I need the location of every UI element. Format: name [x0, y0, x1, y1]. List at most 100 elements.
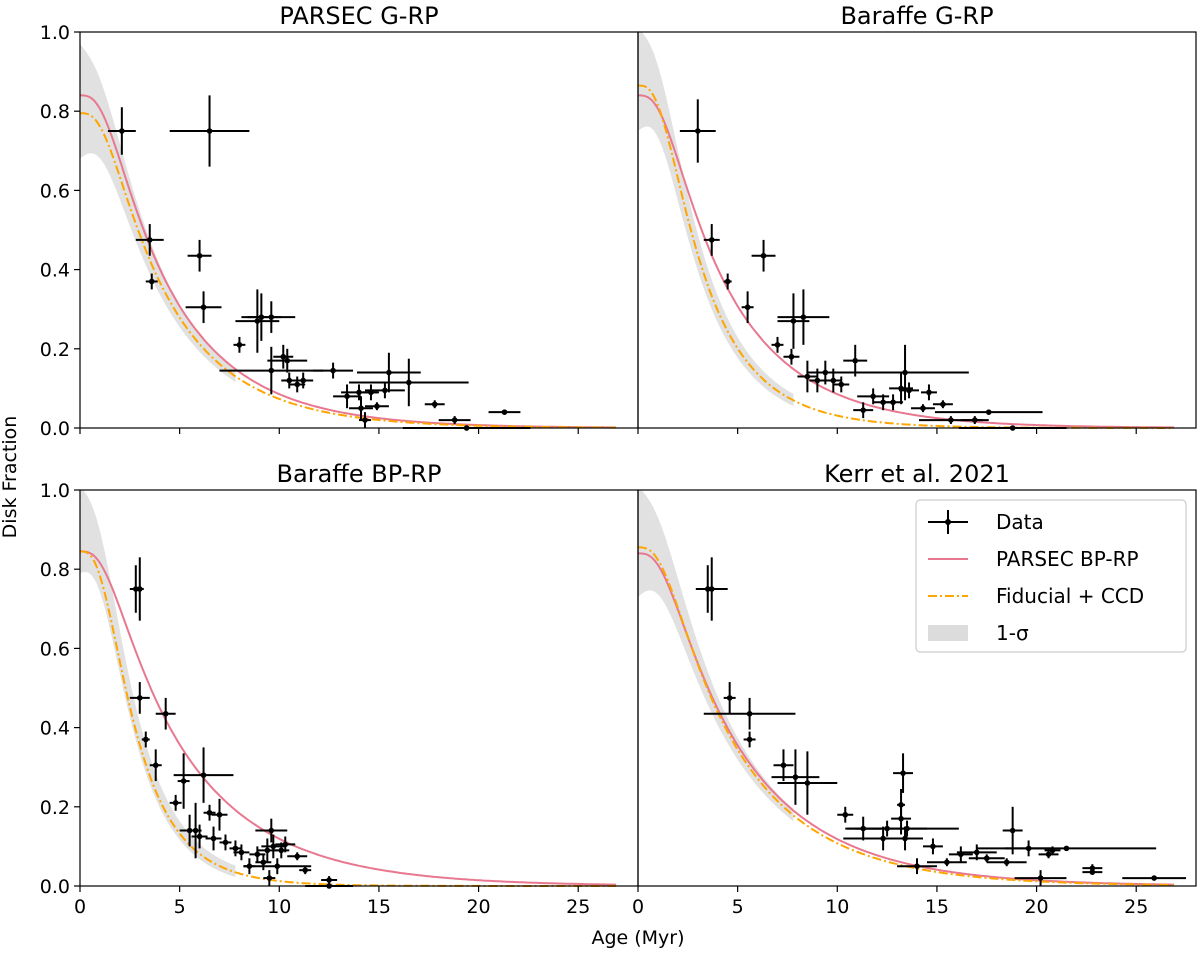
labels: PARSEC G-RP Baraffe G-RP Baraffe BP-RP K… — [0, 2, 1010, 949]
data-point — [488, 409, 521, 415]
data-marker — [162, 710, 169, 717]
panel-frame — [637, 31, 1197, 429]
data-point — [932, 400, 953, 409]
data-marker — [362, 417, 368, 423]
data-marker — [880, 835, 886, 842]
data-marker — [760, 252, 767, 259]
parsec-curve — [80, 94, 617, 429]
data-marker — [266, 875, 273, 881]
fiducial-curve — [80, 112, 617, 429]
data-marker — [356, 389, 362, 396]
panel-frame — [79, 489, 639, 887]
data-point — [219, 834, 232, 851]
data-marker — [152, 762, 159, 769]
data-point — [203, 804, 216, 821]
data-marker — [902, 369, 908, 376]
x-tick-label: 5 — [174, 896, 186, 918]
data-marker — [726, 695, 733, 701]
data-point — [255, 818, 288, 843]
legend-label-fiducial: Fiducial + CCD — [996, 584, 1144, 608]
data-marker — [268, 367, 275, 374]
data-marker — [282, 841, 289, 848]
y-tick-label: 0.4 — [40, 260, 70, 282]
panel-title-baraffe-g-rp: Baraffe G-RP — [840, 2, 993, 30]
y-tick-label: 0.0 — [40, 876, 70, 898]
data-marker — [216, 811, 223, 818]
data-marker — [284, 357, 291, 364]
data-marker — [146, 237, 153, 243]
data-marker — [270, 843, 277, 850]
data-marker — [902, 835, 908, 842]
data-marker — [268, 827, 275, 834]
data-point — [751, 239, 776, 272]
data-marker — [1037, 875, 1044, 881]
data-marker — [326, 877, 332, 883]
data-point — [986, 858, 1027, 867]
data-marker — [1003, 859, 1010, 866]
data-point — [129, 682, 150, 714]
data-point — [897, 788, 906, 821]
data-marker — [914, 863, 920, 869]
data-marker — [382, 387, 388, 394]
data-marker — [344, 393, 350, 400]
data-point — [364, 402, 389, 411]
fiducial-curve — [80, 550, 617, 887]
data-point — [771, 749, 820, 805]
data-point — [267, 348, 308, 373]
x-tick-label: 10 — [267, 896, 291, 918]
data-marker — [206, 809, 213, 816]
x-axis-label: Age (Myr) — [591, 927, 684, 949]
data-point — [313, 362, 354, 379]
data-point — [1002, 806, 1023, 855]
data-point — [960, 416, 989, 425]
sigma-band — [80, 43, 236, 383]
data-marker — [792, 774, 799, 780]
legend-sigma-patch — [928, 625, 968, 641]
data-point — [349, 396, 373, 421]
x-tick-label: 20 — [466, 896, 490, 918]
data-marker — [708, 586, 715, 592]
data-point — [703, 697, 796, 730]
data-point — [219, 346, 324, 395]
x-tick-label: 0 — [632, 896, 644, 918]
data-point — [743, 731, 756, 748]
data-marker — [1151, 875, 1157, 881]
data-point — [723, 273, 732, 290]
data-marker — [300, 377, 307, 384]
y-tick-label: 0.2 — [40, 797, 70, 819]
legend-data-symbol — [928, 510, 968, 534]
sigma-band — [638, 32, 794, 407]
data-point — [263, 870, 276, 886]
panel-title-kerr-2021: Kerr et al. 2021 — [824, 460, 1010, 488]
data-marker — [330, 367, 336, 374]
data-marker — [294, 853, 301, 860]
data-point — [173, 747, 234, 803]
data-marker — [406, 379, 412, 386]
legend-label-parsec: PARSEC BP-RP — [996, 547, 1139, 571]
data-marker — [774, 342, 781, 348]
data-marker — [746, 736, 753, 743]
data-point — [976, 845, 1157, 852]
data-marker — [206, 128, 213, 134]
data-point — [438, 416, 471, 425]
data-marker — [930, 843, 936, 850]
data-marker — [1089, 869, 1096, 875]
data-point — [299, 866, 312, 875]
data-point — [1014, 870, 1067, 886]
data-marker — [254, 318, 261, 324]
data-point — [233, 336, 246, 353]
data-point — [833, 376, 850, 393]
panel-title-baraffe-bp-rp: Baraffe BP-RP — [277, 460, 442, 488]
sigma-band — [638, 490, 794, 822]
data-point — [275, 836, 296, 853]
data-point — [679, 99, 716, 163]
y-tick-label: 1.0 — [40, 22, 70, 44]
data-point — [359, 412, 371, 428]
data-marker — [708, 237, 715, 243]
data-point — [135, 557, 144, 621]
x-tick-label: 25 — [1124, 896, 1148, 918]
data-point — [897, 858, 937, 875]
x-tick-label: 20 — [1024, 896, 1048, 918]
data-point — [211, 798, 228, 831]
data-marker — [860, 407, 866, 413]
